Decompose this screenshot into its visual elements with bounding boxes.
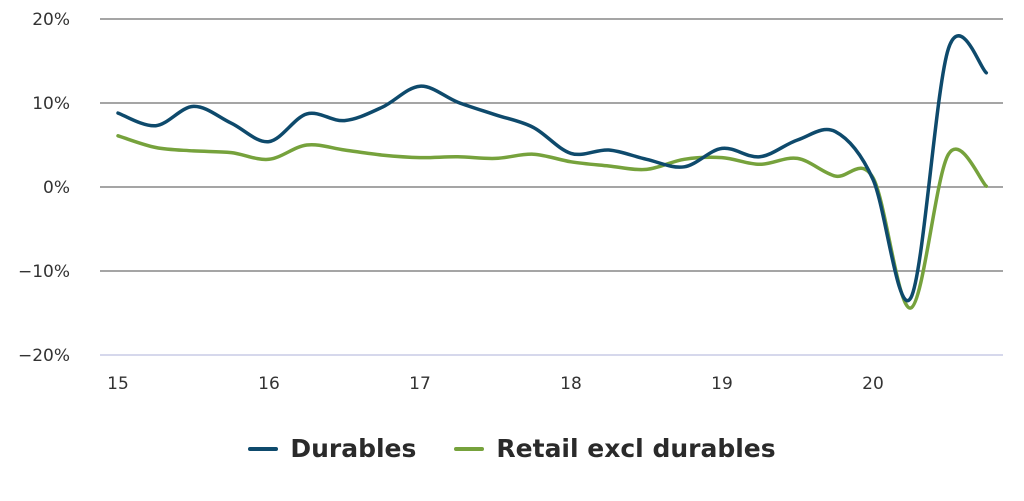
- legend-item-durables: Durables: [248, 434, 416, 463]
- line-chart: 20% 10% 0% −10% −20% 15 16 17 18 19 20: [18, 10, 1003, 394]
- legend-label-retail-excl-durables: Retail excl durables: [496, 434, 776, 463]
- x-tick-label: 18: [560, 374, 582, 394]
- x-tick-label: 16: [258, 374, 280, 394]
- x-tick-label: 15: [107, 374, 129, 394]
- y-tick-label: 20%: [32, 10, 70, 30]
- x-axis-ticks: 15 16 17 18 19 20: [107, 374, 884, 394]
- gridlines: [100, 18, 1003, 356]
- series-lines: [116, 34, 989, 310]
- legend-item-retail-excl-durables: Retail excl durables: [454, 434, 776, 463]
- y-tick-label: 0%: [43, 178, 70, 198]
- y-tick-label: −10%: [18, 262, 70, 282]
- legend-label-durables: Durables: [290, 434, 417, 463]
- series-line-durables: [116, 34, 989, 303]
- x-tick-label: 17: [409, 374, 431, 394]
- legend-swatch-retail-excl-durables: [454, 446, 485, 451]
- y-tick-label: 10%: [32, 94, 70, 114]
- y-tick-label: −20%: [18, 346, 70, 366]
- legend-swatch-durables: [248, 446, 279, 451]
- x-tick-label: 19: [711, 374, 733, 394]
- legend: Durables Retail excl durables: [0, 434, 1024, 463]
- y-axis-ticks: 20% 10% 0% −10% −20%: [18, 10, 70, 366]
- x-tick-label: 20: [862, 374, 884, 394]
- series-line-retail-excl-durables: [116, 134, 989, 310]
